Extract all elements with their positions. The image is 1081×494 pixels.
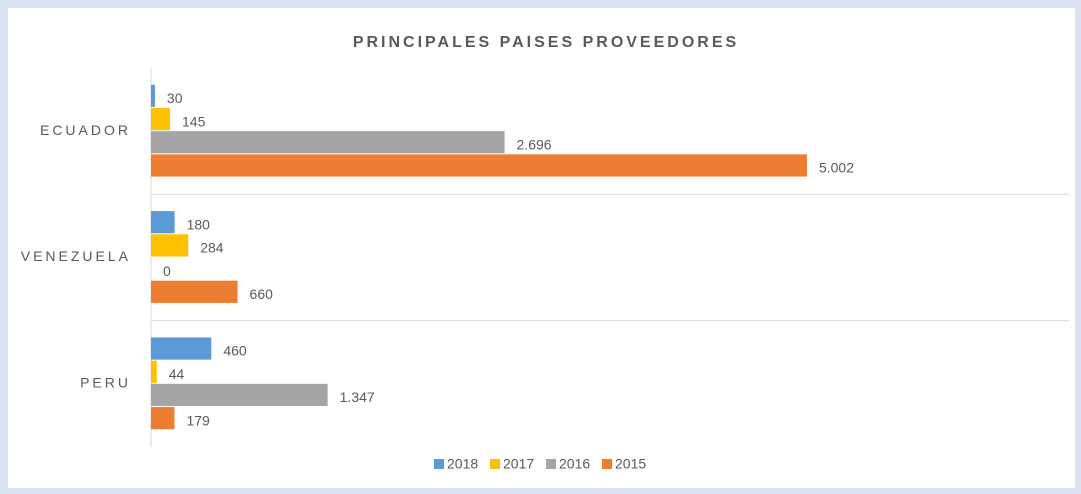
value-label: 1.347: [340, 389, 375, 405]
value-label: 2.696: [517, 136, 552, 152]
bar: [151, 234, 189, 257]
bar: [151, 360, 157, 383]
bar: [151, 337, 212, 360]
chart-title: PRINCIPALES PAISES PROVEEDORES: [353, 34, 739, 51]
bar: [151, 280, 238, 303]
legend-swatch: [546, 459, 556, 469]
legend-swatch: [602, 459, 612, 469]
bar: [151, 131, 505, 154]
legend-label: 2017: [503, 456, 534, 472]
legend-label: 2015: [615, 456, 646, 472]
value-label: 0: [163, 263, 171, 279]
value-label: 179: [186, 412, 210, 428]
bar: [151, 211, 175, 234]
value-label: 145: [182, 113, 206, 129]
bar: [151, 84, 155, 107]
category-label: ECUADOR: [40, 122, 131, 138]
value-label: 5.002: [819, 160, 854, 176]
value-label: 44: [169, 366, 185, 382]
value-label: 180: [187, 216, 211, 232]
legend-swatch: [490, 459, 500, 469]
value-label: 284: [200, 240, 224, 256]
category-label: VENEZUELA: [21, 248, 131, 264]
value-label: 460: [223, 343, 247, 359]
bar: [151, 154, 807, 177]
bar: [151, 383, 328, 407]
category-label: PERU: [80, 375, 131, 391]
bar: [151, 407, 175, 430]
value-label: 660: [250, 286, 274, 302]
value-label: 30: [167, 90, 183, 106]
legend-swatch: [434, 459, 444, 469]
legend-label: 2016: [559, 456, 590, 472]
bar: [151, 107, 171, 131]
legend-label: 2018: [447, 456, 478, 472]
